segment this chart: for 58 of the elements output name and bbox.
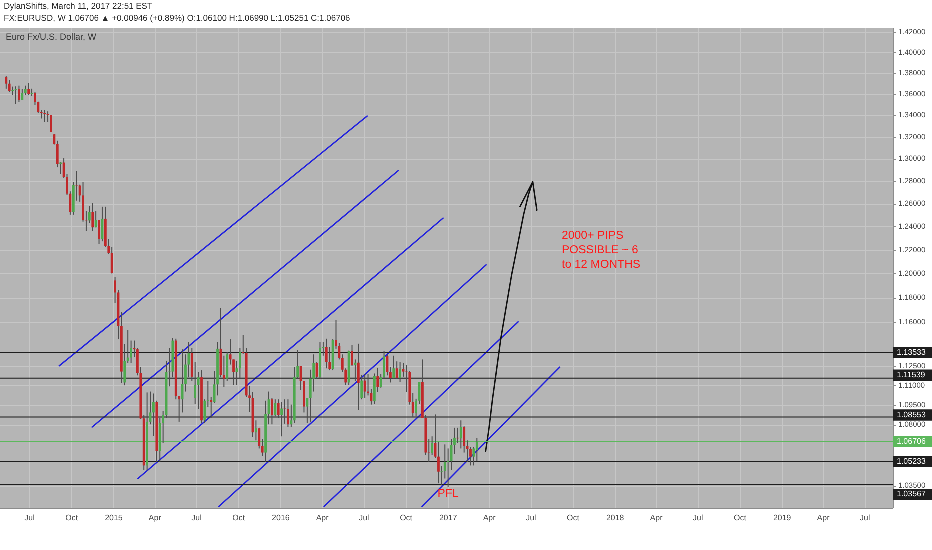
candlestick	[152, 393, 155, 437]
candlestick	[280, 402, 284, 438]
x-tick-label: Jul	[860, 514, 870, 522]
x-tick-label: Jul	[526, 514, 537, 522]
candlestick	[18, 85, 20, 103]
candlestick	[254, 420, 258, 442]
candlestick	[92, 202, 94, 232]
candlestick	[460, 420, 462, 450]
candlestick	[94, 210, 98, 228]
candlestick	[392, 355, 396, 380]
x-tick-label: Jul	[24, 514, 36, 522]
ref-line-label: 1.13533	[897, 348, 926, 357]
candlestick	[325, 338, 328, 370]
x-tick-label: 2016	[272, 514, 290, 522]
x-tick-label: 2017	[439, 514, 458, 522]
candlestick	[274, 399, 277, 418]
candlestick	[14, 86, 18, 105]
candlestick	[5, 76, 8, 90]
ref-line-label: 1.05233	[897, 456, 926, 466]
candlestick	[376, 367, 380, 393]
x-tick-label: Oct	[567, 514, 580, 522]
candlestick	[399, 362, 402, 383]
x-tick-label: 2015	[105, 514, 124, 522]
candlestick	[396, 361, 398, 380]
text: DylanShifts, March 11, 2017 22:51 EST	[4, 1, 153, 11]
candlestick	[287, 399, 290, 428]
ref-line-label: 1.08553	[897, 410, 926, 420]
ref-line-label: 1.03567	[897, 490, 926, 499]
x-tick-label: Jul	[192, 514, 202, 522]
candlestick	[98, 219, 100, 245]
candlestick	[44, 110, 46, 123]
x-tick-label: Jul	[359, 514, 370, 522]
x-tick-label: Apr	[483, 514, 496, 522]
x-tick-label: Apr	[650, 514, 664, 522]
x-tick-label: Apr	[316, 514, 330, 522]
x-tick-label: Oct	[66, 514, 79, 522]
x-tick-label: 2019	[773, 514, 792, 522]
x-tick-label: 2018	[606, 514, 625, 522]
annotation: 2000+ PIPS POSSIBLE ~ 6 to 12 MONTHS	[562, 230, 641, 271]
line-series	[485, 181, 538, 452]
x-tick-label: Apr	[148, 514, 162, 522]
chart-title: Euro Fx/U.S. Dollar, W	[6, 32, 98, 42]
x-tick-label: Oct	[734, 514, 748, 522]
ref-line-label: 1.11539	[897, 370, 926, 380]
x-tick-label: Jul	[693, 514, 704, 522]
ref-line-label: 1.06706	[897, 436, 926, 446]
x-tick-label: Apr	[817, 514, 830, 522]
candlestick	[50, 114, 52, 133]
candlestick	[476, 438, 478, 462]
candlestick	[364, 374, 366, 399]
candlestick	[357, 343, 360, 411]
x-tick-label: Oct	[400, 514, 414, 522]
x-tick-label: Oct	[232, 514, 246, 522]
annotation: PFL	[438, 488, 460, 500]
chart-subtitle: FX:EURUSD, W 1.06706 ▲ +0.00946 (+0.89%) O:1.06100 H:1.06990 L:1.05251 C:1.06706	[4, 13, 351, 23]
candlestick	[28, 82, 30, 96]
candlestick	[8, 80, 11, 93]
candlestick	[24, 85, 27, 96]
